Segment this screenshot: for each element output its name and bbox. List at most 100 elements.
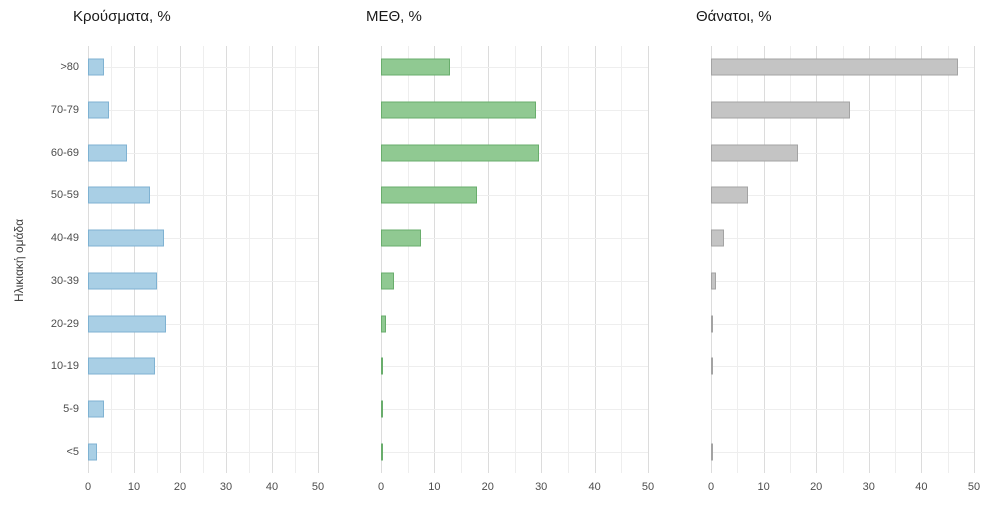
minor-gridline	[461, 46, 463, 473]
row-gridline	[381, 408, 648, 410]
bar	[711, 144, 798, 162]
bar	[381, 315, 387, 333]
bar	[88, 443, 98, 461]
bar	[381, 357, 383, 375]
y-tick-label: 50-59	[50, 189, 79, 202]
bar-row	[381, 302, 648, 345]
x-tick-label: 20	[810, 481, 823, 493]
x-tick-label: 40	[265, 481, 279, 493]
row-gridline	[711, 323, 974, 325]
bar	[88, 58, 105, 76]
plot-area	[381, 46, 649, 473]
major-gridline	[381, 46, 382, 473]
bar-row	[381, 89, 648, 132]
major-gridline	[226, 46, 227, 473]
x-tick-label: 10	[428, 481, 441, 493]
bar	[88, 357, 155, 375]
row-gridline	[381, 280, 648, 282]
x-tick-label: 40	[588, 481, 601, 493]
row-gridline	[88, 323, 318, 325]
row-gridline	[381, 323, 648, 325]
major-gridline	[272, 46, 273, 473]
y-tick-label: 5-9	[63, 402, 79, 415]
bar-row	[711, 131, 974, 174]
plot-area	[88, 46, 319, 473]
bar-row	[711, 430, 974, 473]
bar	[711, 58, 959, 76]
x-tick-label: 0	[377, 481, 385, 493]
bar-row	[711, 174, 974, 217]
panel-body: 0 10 20 30 40 50	[377, 46, 654, 512]
x-tick-label: 40	[915, 481, 928, 493]
bar-row	[88, 131, 318, 174]
bar-row	[88, 46, 318, 89]
minor-gridline	[203, 46, 204, 473]
row-gridline	[381, 238, 648, 240]
chart-panel-2: ΜΕΘ, % 0 10 20 30 40 50	[366, 0, 711, 512]
bar	[88, 144, 128, 162]
minor-gridline	[295, 46, 296, 473]
minor-gridline	[737, 46, 739, 473]
chart-panel-1: Κρούσματα, % >80 70-79 60-69 50-59 40-49 30-39…	[36, 0, 381, 512]
x-tick-label: 50	[311, 481, 325, 493]
y-tick-label: 70-79	[50, 104, 79, 117]
bar-row	[381, 131, 648, 174]
chart-panel-3: Θάνατοι, % 0 10 20 30 40 50	[696, 0, 985, 512]
bar-row	[381, 345, 648, 388]
bar	[711, 272, 717, 290]
bar-row	[88, 430, 318, 473]
x-tick-label: 30	[219, 481, 233, 493]
major-gridline	[434, 46, 436, 473]
bar	[88, 229, 164, 247]
bar	[711, 186, 748, 204]
x-tick-label: 20	[481, 481, 494, 493]
major-gridline	[180, 46, 181, 473]
minor-gridline	[842, 46, 844, 473]
y-tick-label: <5	[66, 445, 79, 458]
x-axis: 0 10 20 30 40 50	[707, 473, 980, 512]
bar-row	[88, 217, 318, 260]
bar	[381, 443, 383, 461]
bar	[711, 357, 713, 375]
y-tick-label: 30-39	[50, 274, 79, 287]
row-gridline	[88, 195, 318, 197]
y-tick-label: 40-49	[50, 232, 79, 245]
minor-gridline	[157, 46, 158, 473]
row-gridline	[88, 451, 318, 453]
bar	[88, 400, 105, 418]
bar-row	[381, 46, 648, 89]
major-gridline	[134, 46, 135, 473]
row-gridline	[88, 408, 318, 410]
bar-row	[711, 388, 974, 431]
y-tick-label: 60-69	[50, 146, 79, 159]
bar	[88, 101, 109, 119]
minor-gridline	[249, 46, 250, 473]
bar	[711, 443, 713, 461]
panel-body: >80 70-79 60-69 50-59 40-49 30-39 20-29 10-19 5-…	[36, 46, 324, 512]
major-gridline	[648, 46, 649, 473]
x-axis: 0 10 20 30 40 50	[377, 473, 654, 512]
bar-row	[711, 302, 974, 345]
y-axis-tick-labels: >80 70-79 60-69 50-59 40-49 30-39 20-29 10-19 5-…	[36, 46, 88, 512]
bar-row	[88, 388, 318, 431]
major-gridline	[487, 46, 489, 473]
row-gridline	[711, 238, 974, 240]
bar-row	[711, 217, 974, 260]
row-gridline	[381, 67, 648, 69]
major-gridline	[318, 46, 319, 473]
minor-gridline	[621, 46, 623, 473]
row-gridline	[711, 195, 974, 197]
bar	[381, 144, 539, 162]
x-tick-label: 0	[707, 481, 715, 493]
panel-title: ΜΕΘ, %	[366, 8, 422, 25]
bar	[381, 58, 451, 76]
panel-title: Κρούσματα, %	[73, 8, 171, 25]
y-axis-title: Ηλικιακή ομάδα	[12, 218, 26, 302]
major-gridline	[921, 46, 923, 473]
row-gridline	[711, 280, 974, 282]
y-tick-label: 20-29	[50, 317, 79, 330]
major-gridline	[868, 46, 870, 473]
minor-gridline	[567, 46, 569, 473]
panel-title: Θάνατοι, %	[696, 8, 772, 25]
bar	[711, 315, 713, 333]
